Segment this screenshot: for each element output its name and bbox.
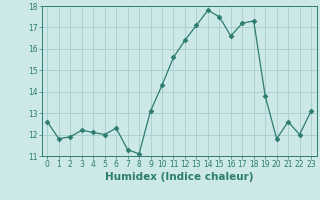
X-axis label: Humidex (Indice chaleur): Humidex (Indice chaleur) xyxy=(105,172,253,182)
